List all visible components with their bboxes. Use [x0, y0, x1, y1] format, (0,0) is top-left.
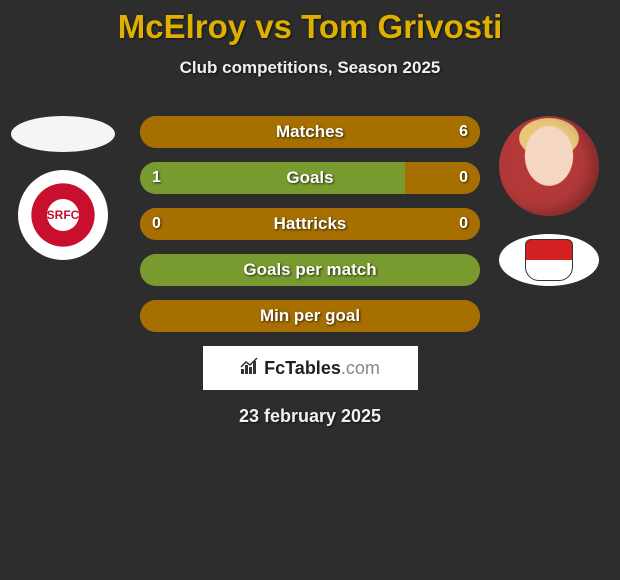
- title-player2: Tom Grivosti: [301, 8, 502, 45]
- page-title: McElroy vs Tom Grivosti: [0, 8, 620, 46]
- brand-main: FcTables: [264, 358, 341, 378]
- bar-label: Goals per match: [140, 254, 480, 286]
- infographic-root: McElroy vs Tom Grivosti Club competition…: [0, 0, 620, 427]
- fctables-text: FcTables.com: [264, 358, 380, 379]
- stat-bar: 6Matches: [140, 116, 480, 148]
- player1-club-badge: [18, 170, 108, 260]
- stat-bars: 6Matches 10Goals 00Hattricks Goals per matc…: [140, 116, 480, 332]
- stat-bar: Goals per match: [140, 254, 480, 286]
- player2-avatar: [499, 116, 599, 216]
- title-player1: McElroy: [118, 8, 246, 45]
- main-area: 6Matches 10Goals 00Hattricks Goals per matc…: [0, 116, 620, 427]
- stat-bar: 00Hattricks: [140, 208, 480, 240]
- right-column: [494, 116, 604, 286]
- bar-label: Matches: [140, 116, 480, 148]
- fctables-logo: FcTables.com: [203, 346, 418, 390]
- left-column: [8, 116, 118, 260]
- bar-label: Min per goal: [140, 300, 480, 332]
- date-text: 23 february 2025: [0, 406, 620, 427]
- bar-label: Hattricks: [140, 208, 480, 240]
- chart-icon: [240, 357, 260, 380]
- bar-label: Goals: [140, 162, 480, 194]
- stat-bar: 10Goals: [140, 162, 480, 194]
- player2-club-badge: [499, 234, 599, 286]
- stat-bar: Min per goal: [140, 300, 480, 332]
- brand-suffix: .com: [341, 358, 380, 378]
- player1-avatar-placeholder: [11, 116, 115, 152]
- subtitle: Club competitions, Season 2025: [0, 58, 620, 78]
- title-vs: vs: [246, 8, 301, 45]
